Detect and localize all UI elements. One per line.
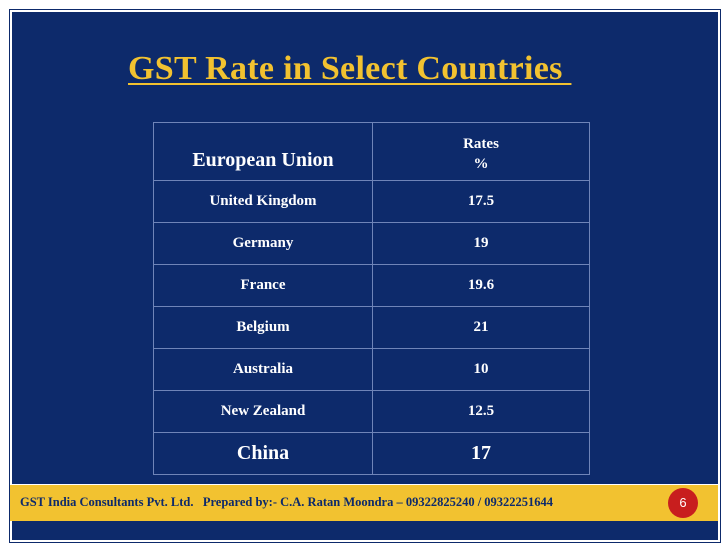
table-row: Germany 19 (153, 222, 590, 265)
table-row: Australia 10 (153, 348, 590, 391)
country-cell: New Zealand (153, 390, 373, 433)
rate-cell: 10 (372, 348, 590, 391)
rate-cell: 17 (372, 432, 590, 475)
table-row: France 19.6 (153, 264, 590, 307)
rate-cell: 19 (372, 222, 590, 265)
header-rates-label: Rates (463, 135, 499, 152)
slide-title: GST Rate in Select Countries (128, 50, 572, 87)
gst-rate-table: European Union Rates % United Kingdom 17… (153, 122, 590, 475)
footer-bar: GST India Consultants Pvt. Ltd. Prepared… (10, 484, 718, 521)
country-cell: China (153, 432, 373, 475)
rate-cell: 19.6 (372, 264, 590, 307)
country-cell: Australia (153, 348, 373, 391)
header-region: European Union (153, 122, 373, 181)
header-rates: Rates % (372, 122, 590, 181)
slide: GST Rate in Select Countries European Un… (10, 10, 720, 542)
rate-cell: 12.5 (372, 390, 590, 433)
rate-cell: 17.5 (372, 180, 590, 223)
rate-cell: 21 (372, 306, 590, 349)
page-number-badge: 6 (668, 488, 698, 518)
country-cell: France (153, 264, 373, 307)
country-cell: Belgium (153, 306, 373, 349)
table-row: United Kingdom 17.5 (153, 180, 590, 223)
table-row: Belgium 21 (153, 306, 590, 349)
table-header-row: European Union Rates % (153, 122, 590, 181)
country-cell: United Kingdom (153, 180, 373, 223)
header-rates-unit: % (473, 155, 489, 172)
country-cell: Germany (153, 222, 373, 265)
footer-credits: GST India Consultants Pvt. Ltd. Prepared… (20, 495, 554, 509)
table-row: New Zealand 12.5 (153, 390, 590, 433)
table-row: China 17 (153, 432, 590, 475)
